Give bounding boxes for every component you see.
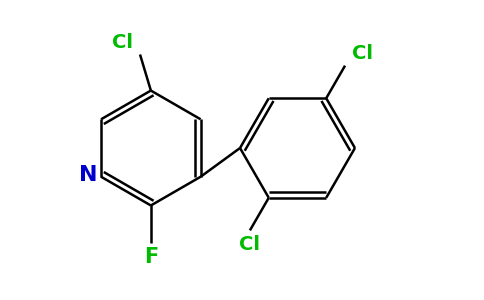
Text: Cl: Cl bbox=[112, 33, 133, 52]
Text: Cl: Cl bbox=[352, 44, 373, 63]
Text: F: F bbox=[144, 247, 158, 267]
Text: N: N bbox=[79, 165, 97, 185]
Text: Cl: Cl bbox=[240, 235, 260, 254]
